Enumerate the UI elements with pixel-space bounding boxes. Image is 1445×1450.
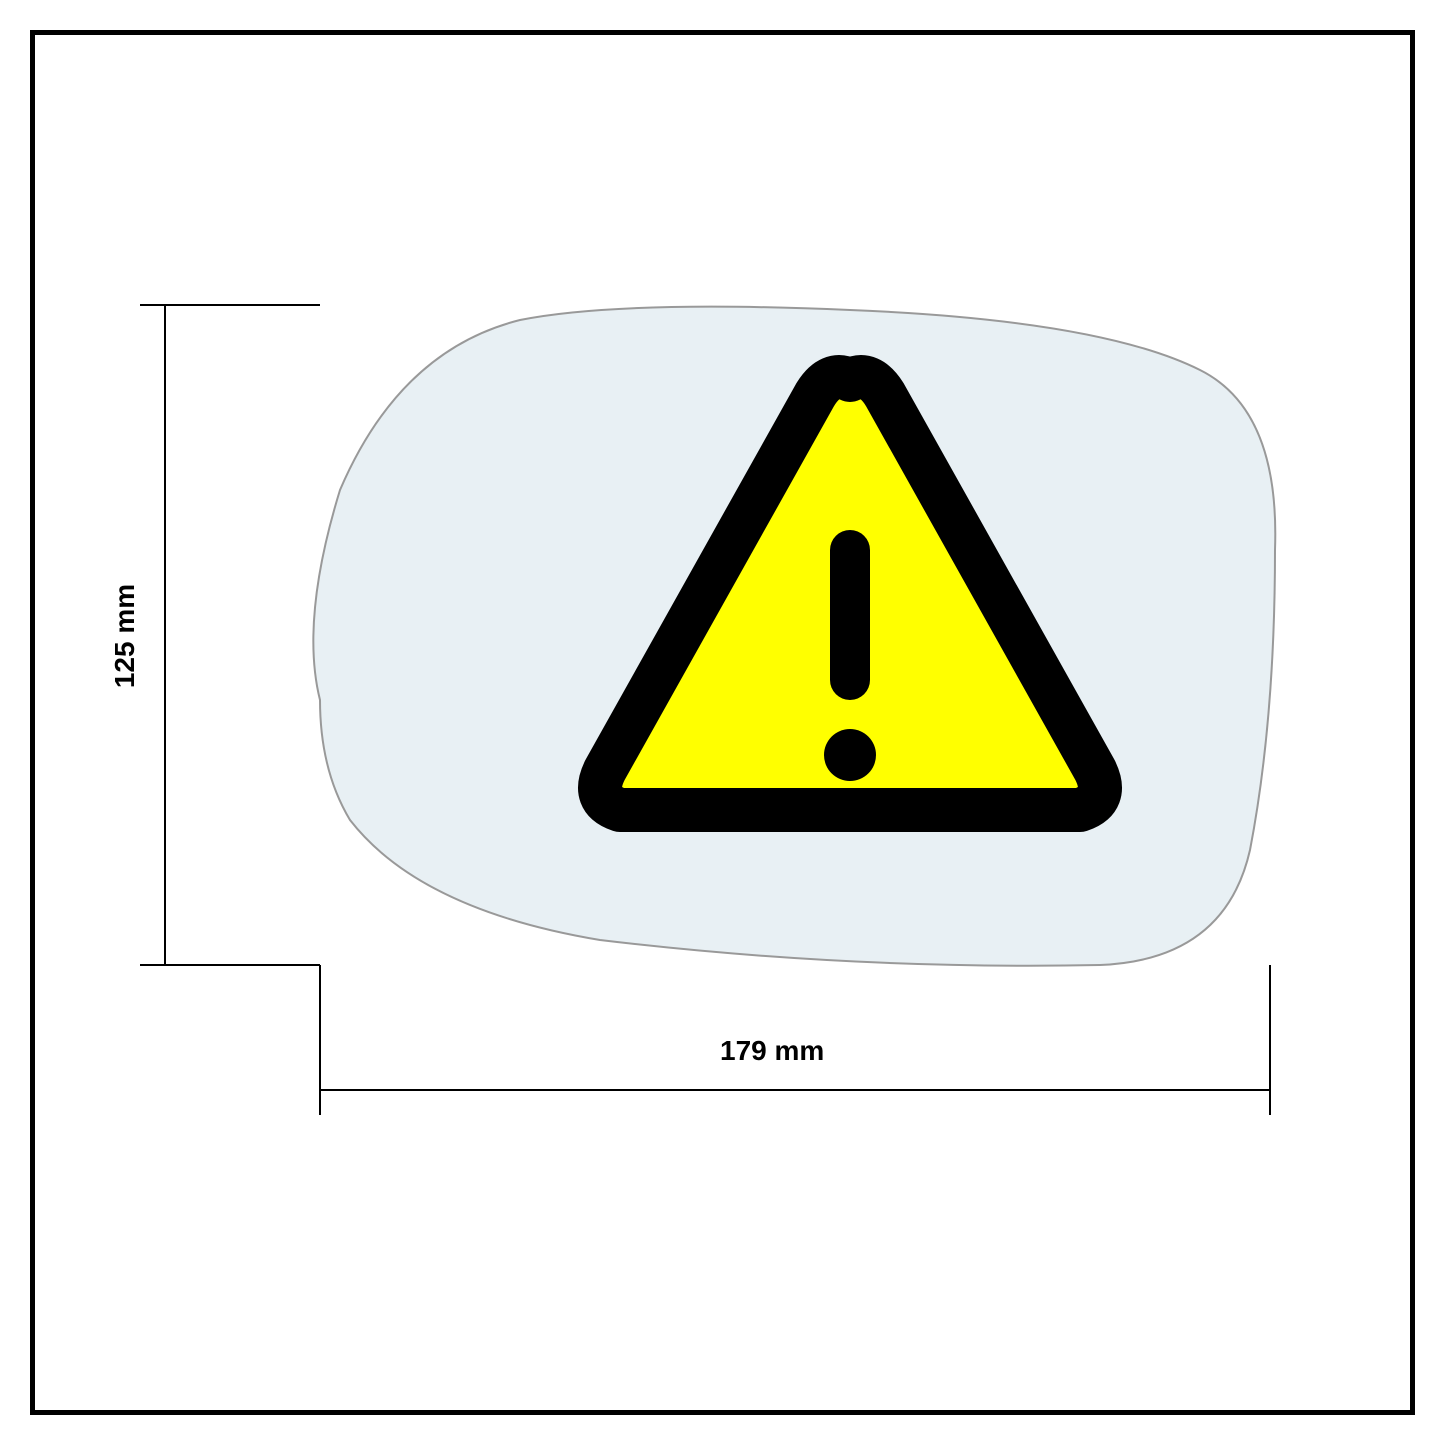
exclamation-bar bbox=[830, 530, 870, 700]
diagram-container: 125 mm 179 mm bbox=[0, 0, 1445, 1445]
vertical-dimension bbox=[140, 305, 320, 965]
exclamation-dot bbox=[824, 729, 876, 781]
technical-diagram-svg bbox=[0, 0, 1445, 1445]
width-dimension-label: 179 mm bbox=[720, 1035, 824, 1067]
height-dimension-label: 125 mm bbox=[109, 576, 141, 696]
